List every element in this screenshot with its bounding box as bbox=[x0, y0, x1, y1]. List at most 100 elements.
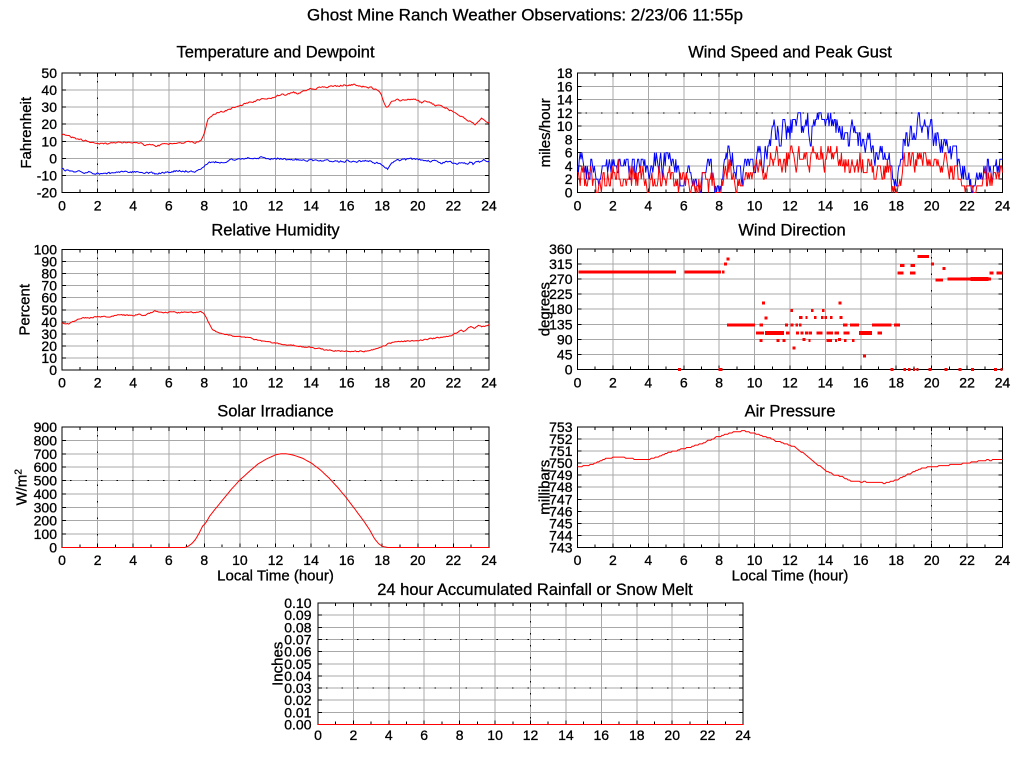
svg-text:0.03: 0.03 bbox=[284, 680, 311, 696]
svg-text:12: 12 bbox=[523, 727, 539, 743]
svg-text:22: 22 bbox=[959, 198, 975, 214]
svg-text:4: 4 bbox=[129, 375, 137, 391]
svg-text:Wind Direction: Wind Direction bbox=[738, 222, 845, 240]
svg-text:6: 6 bbox=[565, 145, 573, 161]
svg-text:18: 18 bbox=[374, 198, 390, 214]
svg-text:60: 60 bbox=[41, 290, 57, 306]
svg-text:18: 18 bbox=[374, 552, 390, 568]
svg-text:-20: -20 bbox=[37, 185, 57, 201]
svg-text:600: 600 bbox=[34, 459, 58, 475]
svg-text:0: 0 bbox=[49, 540, 57, 556]
svg-text:14: 14 bbox=[818, 198, 834, 214]
svg-text:20: 20 bbox=[924, 198, 940, 214]
svg-text:20: 20 bbox=[410, 375, 426, 391]
svg-text:752: 752 bbox=[549, 431, 573, 447]
svg-text:8: 8 bbox=[200, 198, 208, 214]
svg-text:14: 14 bbox=[818, 375, 834, 391]
svg-text:100: 100 bbox=[34, 242, 58, 258]
svg-text:24 hour Accumulated Rainfall o: 24 hour Accumulated Rainfall or Snow Mel… bbox=[377, 581, 693, 599]
svg-text:0.05: 0.05 bbox=[284, 656, 311, 672]
svg-text:degrees: degrees bbox=[537, 282, 554, 336]
svg-text:0.02: 0.02 bbox=[284, 692, 311, 708]
svg-text:500: 500 bbox=[34, 473, 58, 489]
svg-text:0: 0 bbox=[49, 150, 57, 166]
svg-text:6: 6 bbox=[680, 198, 688, 214]
svg-text:-10: -10 bbox=[37, 167, 57, 183]
svg-text:8: 8 bbox=[715, 552, 723, 568]
svg-text:10: 10 bbox=[747, 552, 763, 568]
svg-text:2: 2 bbox=[609, 198, 617, 214]
svg-text:18: 18 bbox=[374, 375, 390, 391]
svg-text:0: 0 bbox=[574, 552, 582, 568]
svg-text:100: 100 bbox=[34, 526, 58, 542]
svg-text:18: 18 bbox=[888, 375, 904, 391]
svg-text:6: 6 bbox=[165, 198, 173, 214]
svg-text:16: 16 bbox=[594, 727, 610, 743]
svg-text:24: 24 bbox=[995, 375, 1011, 391]
svg-text:20: 20 bbox=[924, 552, 940, 568]
svg-text:8: 8 bbox=[715, 375, 723, 391]
svg-text:14: 14 bbox=[557, 92, 573, 108]
svg-text:W/m2: W/m2 bbox=[14, 469, 31, 506]
svg-text:0.01: 0.01 bbox=[284, 704, 311, 720]
svg-text:12: 12 bbox=[268, 375, 284, 391]
svg-text:16: 16 bbox=[853, 198, 869, 214]
svg-text:22: 22 bbox=[446, 375, 462, 391]
svg-text:10: 10 bbox=[232, 198, 248, 214]
svg-text:744: 744 bbox=[549, 528, 573, 544]
svg-text:10: 10 bbox=[747, 375, 763, 391]
svg-text:4: 4 bbox=[565, 158, 573, 174]
svg-text:Fahrenheit: Fahrenheit bbox=[18, 96, 35, 169]
svg-text:16: 16 bbox=[339, 375, 355, 391]
svg-text:0.08: 0.08 bbox=[284, 619, 311, 635]
svg-text:0: 0 bbox=[574, 375, 582, 391]
svg-text:200: 200 bbox=[34, 513, 58, 529]
svg-text:751: 751 bbox=[549, 443, 573, 459]
svg-text:12: 12 bbox=[557, 105, 573, 121]
svg-text:24: 24 bbox=[995, 198, 1011, 214]
svg-text:50: 50 bbox=[41, 302, 57, 318]
svg-text:0.06: 0.06 bbox=[284, 644, 311, 660]
svg-text:80: 80 bbox=[41, 266, 57, 282]
svg-text:10: 10 bbox=[487, 727, 503, 743]
svg-text:Percent: Percent bbox=[17, 283, 34, 336]
svg-text:2: 2 bbox=[94, 375, 102, 391]
svg-text:10: 10 bbox=[747, 198, 763, 214]
svg-text:800: 800 bbox=[34, 432, 58, 448]
svg-text:20: 20 bbox=[664, 727, 680, 743]
svg-text:12: 12 bbox=[782, 552, 798, 568]
svg-text:40: 40 bbox=[41, 82, 57, 98]
svg-text:22: 22 bbox=[959, 552, 975, 568]
svg-text:Temperature and Dewpoint: Temperature and Dewpoint bbox=[176, 44, 375, 62]
svg-text:12: 12 bbox=[782, 375, 798, 391]
svg-text:748: 748 bbox=[549, 479, 573, 495]
svg-text:2: 2 bbox=[94, 552, 102, 568]
svg-text:18: 18 bbox=[557, 65, 573, 81]
svg-text:70: 70 bbox=[41, 278, 57, 294]
svg-text:0.10: 0.10 bbox=[284, 595, 311, 611]
svg-text:0: 0 bbox=[574, 198, 582, 214]
svg-text:6: 6 bbox=[420, 727, 428, 743]
svg-text:8: 8 bbox=[715, 198, 723, 214]
svg-text:Relative Humidity: Relative Humidity bbox=[211, 222, 340, 240]
svg-text:16: 16 bbox=[853, 375, 869, 391]
svg-text:135: 135 bbox=[549, 316, 573, 332]
svg-text:10: 10 bbox=[41, 133, 57, 149]
svg-text:14: 14 bbox=[558, 727, 574, 743]
svg-text:0: 0 bbox=[58, 198, 66, 214]
svg-text:0: 0 bbox=[314, 727, 322, 743]
svg-text:18: 18 bbox=[888, 552, 904, 568]
svg-text:24: 24 bbox=[995, 552, 1011, 568]
svg-text:0: 0 bbox=[565, 362, 573, 378]
svg-text:24: 24 bbox=[481, 375, 497, 391]
svg-text:0.04: 0.04 bbox=[284, 668, 311, 684]
svg-text:4: 4 bbox=[129, 552, 137, 568]
svg-text:8: 8 bbox=[565, 131, 573, 147]
svg-text:315: 315 bbox=[549, 256, 573, 272]
svg-text:747: 747 bbox=[549, 491, 573, 507]
svg-text:2: 2 bbox=[609, 552, 617, 568]
svg-text:10: 10 bbox=[232, 552, 248, 568]
svg-text:8: 8 bbox=[456, 727, 464, 743]
svg-text:700: 700 bbox=[34, 446, 58, 462]
svg-text:180: 180 bbox=[549, 301, 573, 317]
